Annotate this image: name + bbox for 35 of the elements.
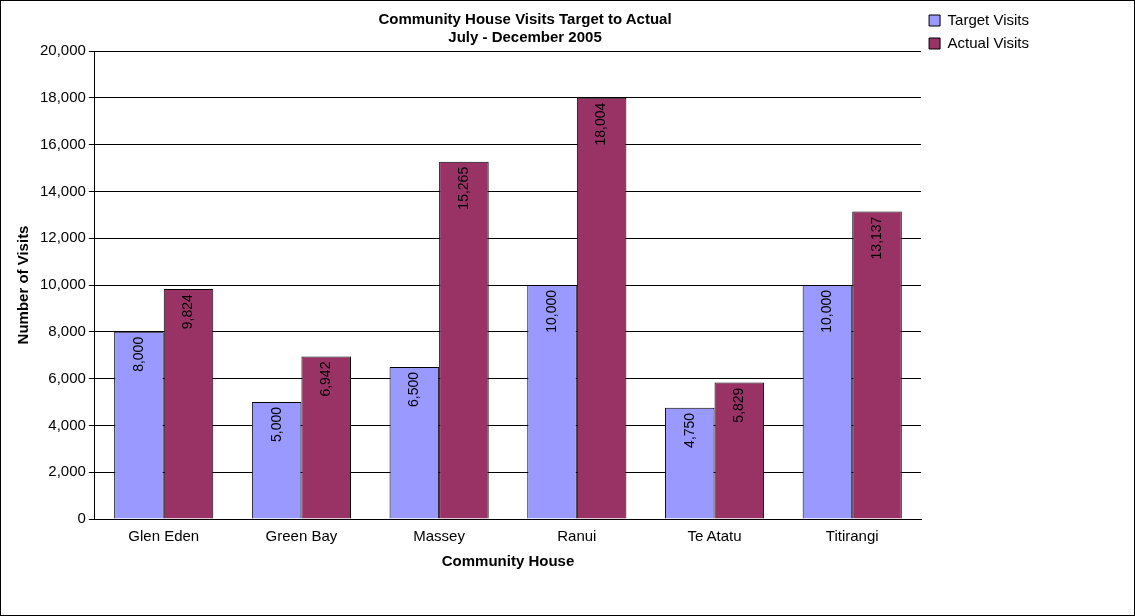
chart-subtitle: July - December 2005 (448, 28, 602, 46)
y-tick-label: 2,000 (48, 462, 86, 480)
x-axis-title: Community House (441, 552, 575, 570)
data-label: 10,000 (542, 289, 559, 333)
y-axis-title: Number of Visits (14, 225, 32, 345)
x-tick-label: Ranui (557, 527, 597, 545)
data-label: 8,000 (129, 336, 146, 372)
y-tick-label: 16,000 (39, 134, 86, 152)
x-tick-label: Te Atatu (687, 527, 742, 545)
y-tick-label: 14,000 (39, 181, 86, 199)
data-label: 18,004 (592, 102, 609, 146)
x-tick-label: Green Bay (265, 527, 338, 545)
data-label: 5,829 (730, 387, 747, 423)
data-label: 9,824 (179, 293, 196, 330)
data-label: 10,000 (818, 289, 835, 333)
y-tick-label: 0 (77, 509, 86, 527)
y-tick-label: 4,000 (48, 415, 86, 433)
y-tick-label: 6,000 (48, 368, 86, 386)
y-tick-label: 18,000 (39, 87, 86, 105)
x-tick-label: Massey (413, 527, 466, 545)
chart-title: Community House Visits Target to Actual (378, 10, 672, 28)
x-tick-label: Titirangi (825, 527, 879, 545)
x-tick-label: Glen Eden (128, 527, 200, 545)
data-label: 15,265 (454, 166, 471, 210)
y-tick-label: 12,000 (39, 228, 86, 246)
y-tick-label: 10,000 (39, 275, 86, 293)
legend-label: Target Visits (947, 10, 1030, 28)
y-tick-label: 20,000 (39, 41, 86, 59)
data-label: 6,942 (317, 361, 334, 397)
legend-label: Actual Visits (947, 33, 1030, 51)
data-label: 4,750 (680, 412, 697, 448)
data-label: 6,500 (405, 371, 422, 407)
data-label: 13,137 (867, 216, 884, 260)
y-tick-label: 8,000 (48, 321, 86, 339)
data-label: 5,000 (267, 406, 284, 443)
